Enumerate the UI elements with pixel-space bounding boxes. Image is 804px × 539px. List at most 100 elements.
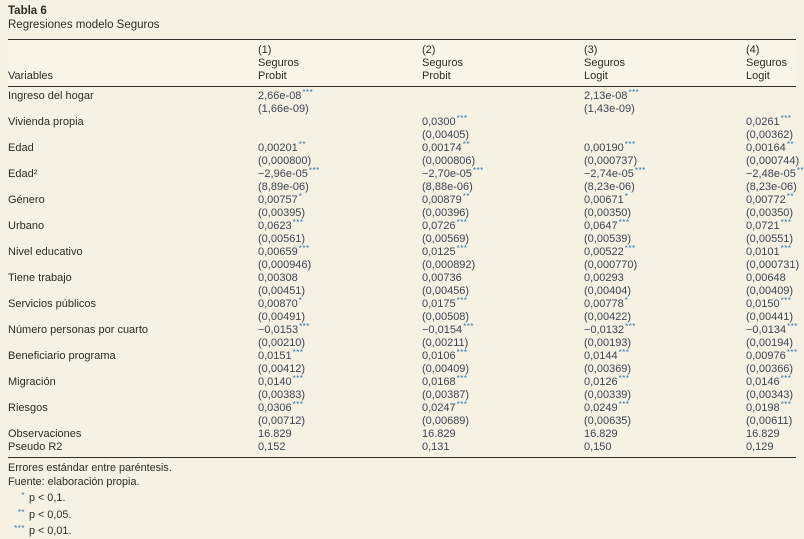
coefficient-cell: 0,0151*** (0,00412) [258, 348, 422, 376]
significance-stars: *** [292, 218, 304, 227]
stderr-value: (0,00561) [258, 233, 306, 245]
column-header-1: (1) Seguros Probit [258, 40, 422, 87]
table-row: Género 0,00757* (0,00395) 0,00879** (0,00396… [8, 192, 796, 220]
coefficient-cell: 0,0144*** (0,00369) [584, 349, 746, 376]
significance-stars: *** [780, 244, 792, 253]
stderr-value: (0,00712) [258, 415, 306, 427]
significance-stars: *** [302, 88, 314, 97]
coefficient-value: 0,00976*** [746, 348, 798, 363]
coefficient-cell: −0,0134*** (0,00194) [746, 322, 798, 350]
coefficient-cell: −0,0132*** (0,00193) [584, 323, 746, 350]
coefficient-cell: 0,0647*** (0,00539) [584, 218, 746, 246]
significance-stars: *** [292, 348, 304, 357]
coefficient-cell: 0,00778* (0,00422) [584, 297, 746, 324]
stderr-value: (0,000744) [746, 155, 800, 167]
stats-value: 0,131 [422, 441, 450, 453]
coefficient-cell: 0,00671* (0,00350) [584, 193, 746, 220]
significance-stars: *** [624, 140, 636, 149]
significance-star-marker: ** [17, 507, 25, 517]
stderr-value: (0,00611) [746, 415, 793, 427]
coefficient-cell: 0,00648 (0,00409) [746, 272, 796, 298]
significance-stars: *** [292, 400, 304, 409]
coefficient-value: −2,70e-05*** [422, 166, 484, 181]
coefficient-value: 2,66e-08*** [258, 88, 314, 103]
table-row: Edad 0,00201** (0,000800) 0,00174** (0,00080… [8, 140, 800, 168]
stderr-value: (0,00369) [584, 363, 632, 375]
significance-stars: *** [780, 218, 792, 227]
stats-value: 0,150 [584, 441, 612, 453]
coefficient-cell [746, 87, 796, 117]
stderr-value: (0,00396) [422, 207, 470, 219]
variable-label: Nivel educativo [8, 246, 83, 258]
coefficient-cell: 0,0168*** (0,00387) [422, 374, 584, 402]
regression-table: Variables (1) Seguros Probit (2) Seguros Prob… [8, 39, 804, 458]
coefficient-cell: −2,74e-05*** (8,23e-06) [584, 166, 746, 194]
coefficient-cell [422, 87, 584, 117]
coefficient-cell: 0,0623*** (0,00561) [258, 218, 422, 246]
significance-stars: *** [787, 322, 798, 331]
coefficient-cell: 2,66e-08*** (1,66e-09) [258, 87, 422, 117]
stderr-value: (0,00387) [422, 389, 470, 401]
coefficient-value: 0,0150*** [746, 296, 792, 311]
coefficient-cell: 0,00772** (0,00350) [746, 193, 796, 220]
significance-note: * p < 0,1. [8, 489, 796, 506]
coefficient-cell: 0,00190*** (0,000737) [584, 140, 746, 168]
coefficient-value: 0,0647*** [584, 218, 630, 233]
stderr-value: (0,00508) [422, 311, 470, 323]
coefficient-cell: 0,00522*** (0,000770) [584, 244, 746, 272]
significance-stars: *** [618, 218, 630, 227]
coefficient-cell: 0,0175*** (0,00508) [422, 297, 584, 324]
coefficient-cell: 0,00164** (0,000744) [746, 141, 800, 168]
coefficient-value: 0,0125*** [422, 244, 468, 259]
coefficient-cell: 0,00308 (0,00451) [258, 272, 422, 298]
significance-stars: *** [786, 348, 798, 357]
stderr-value: (0,00689) [422, 415, 470, 427]
table-row: Nivel educativo 0,00659*** (0,000946) 0,012… [8, 244, 799, 272]
coefficient-cell: 0,0101*** (0,000731) [746, 244, 799, 272]
coefficient-value: 0,00201** [258, 140, 306, 155]
column-header-line: Seguros [746, 57, 787, 69]
coefficient-value: 0,0249*** [584, 400, 630, 415]
stderr-value: (0,00422) [584, 311, 632, 323]
significance-note: ** p < 0,05. [8, 506, 796, 523]
variable-label: Urbano [8, 220, 45, 232]
stderr-value: (0,00350) [584, 207, 632, 219]
stderr-value: (0,000800) [258, 155, 312, 167]
coefficient-value: 0,0300*** [422, 114, 468, 129]
stats-value: 0,129 [746, 441, 774, 453]
significance-stars: *** [634, 166, 646, 175]
significance-star-marker: * [21, 491, 25, 500]
significance-stars: *** [624, 244, 636, 253]
coefficient-value: 2,13e-08*** [584, 88, 640, 103]
stderr-value: (0,00456) [422, 285, 470, 297]
coefficient-value: 0,00879** [422, 192, 470, 207]
table-row: Edad² −2,96e-05*** (8,89e-06) −2,70e-05***(… [8, 166, 804, 194]
stats-row: Pseudo R2 0,152 0,131 0,150 0,129 [8, 441, 796, 458]
column-header-line: (1) [258, 44, 272, 56]
stats-value: 16.829 [584, 428, 618, 440]
significance-threshold: p < 0,1. [29, 492, 66, 504]
coefficient-cell: 0,00736 (0,00456) [422, 272, 584, 298]
coefficient-value: 0,0168*** [422, 374, 468, 389]
column-header-2: (2) Seguros Probit [422, 40, 584, 87]
coefficient-value: −0,0153*** [258, 322, 310, 337]
stderr-value: (0,00362) [746, 129, 794, 141]
coefficient-value: −2,74e-05*** [584, 166, 646, 181]
coefficient-cell: 0,0146*** (0,00343) [746, 374, 796, 402]
coefficient-value: 0,0126*** [584, 374, 630, 389]
table-number-title: Tabla 6 [8, 5, 47, 17]
significance-stars: *** [298, 244, 310, 253]
coefficient-cell: 0,0726*** (0,00569) [422, 219, 584, 246]
coefficient-cell: 0,00870* (0,00491) [258, 296, 422, 324]
significance-stars: *** [456, 348, 468, 357]
column-header-4: (4) Seguros Logit [746, 40, 796, 87]
coefficient-value: 0,0106*** [422, 348, 468, 363]
stats-label: Observaciones [8, 428, 82, 440]
coefficient-value: −0,0154*** [422, 322, 474, 337]
coefficient-cell: 0,00659*** (0,000946) [258, 244, 422, 272]
coefficient-value: 0,00870* [258, 296, 303, 311]
stats-value: 0,152 [258, 441, 286, 453]
coefficient-value: 0,0146*** [746, 374, 792, 389]
significance-stars: *** [456, 244, 468, 253]
